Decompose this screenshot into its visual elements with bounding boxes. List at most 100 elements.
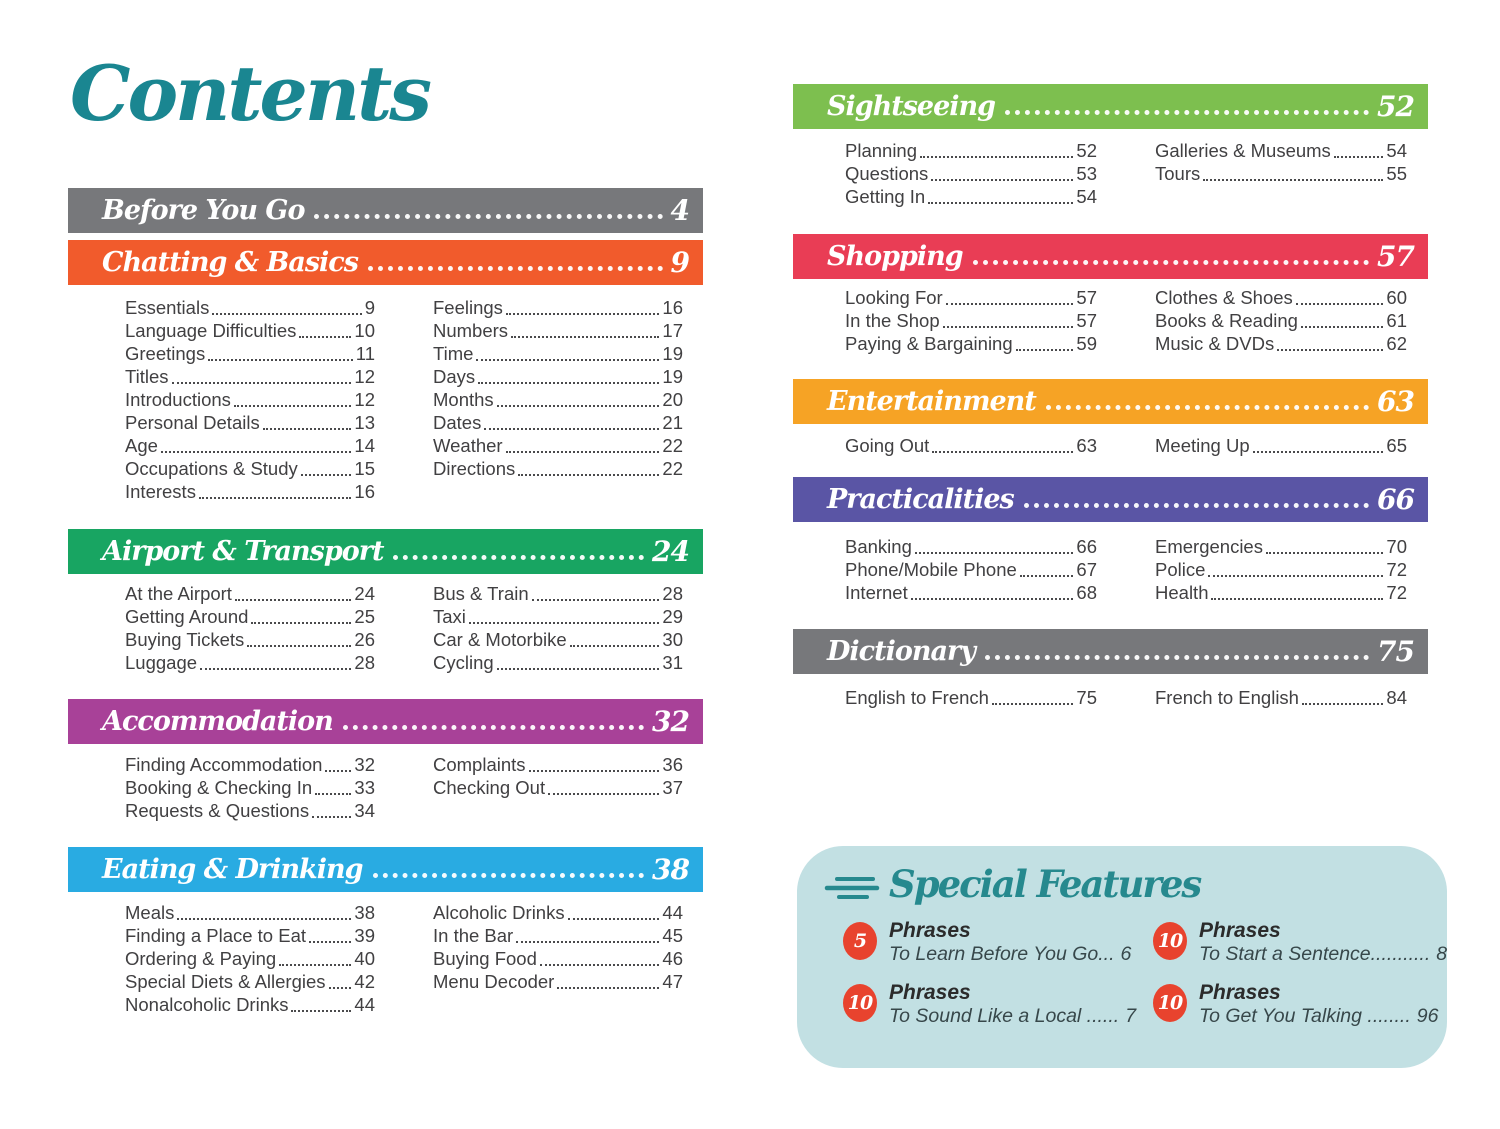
toc-entry-label: Age [125, 435, 158, 456]
toc-entry-label: Getting Around [125, 606, 249, 627]
toc-entry-label: Ordering & Paying [125, 948, 277, 969]
section-bar-leader [367, 266, 663, 271]
toc-entry: Special Diets & Allergies 42 [125, 970, 375, 993]
toc-entry-label: Menu Decoder [433, 971, 555, 992]
toc-entry-leader [1295, 303, 1384, 305]
feature-item: 10 Phrases To Sound Like a Local ...... 7 [843, 982, 1153, 1028]
toc-entry-page: 68 [1076, 582, 1097, 603]
toc-entry-leader [1208, 575, 1384, 577]
toc-entry-leader [212, 313, 362, 315]
toc-entry-page: 62 [1386, 333, 1407, 354]
toc-entry: Emergencies 70 [1155, 535, 1407, 558]
toc-entry-leader [251, 622, 352, 624]
entries-column-2: Meeting Up 65 [1155, 434, 1407, 457]
toc-entry-label: Directions [433, 458, 516, 479]
toc-entry-page: 31 [662, 652, 683, 673]
toc-entry: Booking & Checking In 33 [125, 776, 375, 799]
feature-count-badge: 10 [1153, 984, 1187, 1022]
toc-entry: Planning 52 [845, 139, 1097, 162]
toc-entry-page: 57 [1076, 287, 1097, 308]
toc-entry: Cycling 31 [433, 651, 683, 674]
section-bar-entertainment: Entertainment 63 [793, 379, 1428, 424]
toc-entry-page: 16 [354, 481, 375, 502]
feature-item: 5 Phrases To Learn Before You Go... 6 [843, 920, 1153, 966]
toc-entry-label: Requests & Questions [125, 800, 310, 821]
feature-text: Phrases To Get You Talking ........ 96 [1199, 982, 1438, 1028]
toc-entry-label: Police [1155, 559, 1206, 580]
section-bar-sightseeing: Sightseeing 52 [793, 84, 1428, 129]
toc-entry-label: Cycling [433, 652, 494, 673]
toc-entry-page: 47 [662, 971, 683, 992]
toc-entry-leader [496, 668, 660, 670]
toc-entry-leader [910, 598, 1074, 600]
toc-entry: Requests & Questions 34 [125, 799, 375, 822]
toc-entry-label: Clothes & Shoes [1155, 287, 1293, 308]
entries-column-2: Complaints 36 Checking Out 37 [433, 753, 683, 799]
toc-entry: Banking 66 [845, 535, 1097, 558]
toc-entry-label: Language Difficulties [125, 320, 297, 341]
toc-entry-page: 15 [354, 458, 375, 479]
toc-entry-page: 11 [355, 343, 375, 364]
toc-entry-leader [505, 451, 660, 453]
section-page: 32 [652, 705, 690, 738]
toc-entry-label: Greetings [125, 343, 206, 364]
toc-entry: Finding a Place to Eat 39 [125, 924, 375, 947]
toc-entry-leader [1265, 552, 1384, 554]
feature-text: Phrases To Sound Like a Local ...... 7 [889, 982, 1136, 1028]
toc-entry: Language Difficulties 10 [125, 319, 375, 342]
toc-entry: Feelings 16 [433, 296, 683, 319]
toc-entry-label: At the Airport [125, 583, 232, 604]
toc-entry-page: 63 [1076, 435, 1097, 456]
toc-entry-label: Questions [845, 163, 929, 184]
section-page: 9 [670, 246, 691, 279]
special-features-title: Special Features [889, 862, 1202, 906]
toc-entry: Complaints 36 [433, 753, 683, 776]
toc-entry-leader [234, 599, 352, 601]
toc-entry-label: Car & Motorbike [433, 629, 567, 650]
toc-entry-label: Getting In [845, 186, 926, 207]
toc-entry-leader [991, 703, 1074, 705]
toc-entry-label: Months [433, 389, 494, 410]
toc-entry: Questions 53 [845, 162, 1097, 185]
section-entries-eating-drinking: Meals 38 Finding a Place to Eat 39 Ordering … [125, 901, 683, 1016]
toc-entry-label: In the Shop [845, 310, 940, 331]
entries-column-1: Finding Accommodation 32 Booking & Checkin… [125, 753, 375, 822]
toc-entry-page: 12 [354, 366, 375, 387]
section-bar-leader [972, 260, 1370, 265]
toc-entry-label: Nonalcoholic Drinks [125, 994, 289, 1015]
toc-entry-label: Checking Out [433, 777, 546, 798]
toc-entry-leader [557, 987, 660, 989]
toc-entry: Music & DVDs 62 [1155, 332, 1407, 355]
section-title: Accommodation [102, 706, 334, 737]
toc-entry: Looking For 57 [845, 286, 1097, 309]
entries-column-1: English to French 75 [845, 686, 1097, 709]
toc-entry-label: Emergencies [1155, 536, 1263, 557]
toc-entry-page: 53 [1076, 163, 1097, 184]
feature-heading: Phrases [889, 981, 971, 1004]
toc-entry-leader [312, 816, 352, 818]
right-column: Special Features 5 Phrases To Learn Before… [793, 0, 1448, 1129]
toc-entry-page: 36 [662, 754, 683, 775]
toc-entry: Nonalcoholic Drinks 44 [125, 993, 375, 1016]
toc-entry-label: Health [1155, 582, 1209, 603]
toc-entry-page: 72 [1386, 582, 1407, 603]
toc-entry-leader [160, 451, 352, 453]
toc-entry-leader [511, 336, 660, 338]
toc-entry-label: French to English [1155, 687, 1299, 708]
toc-entry: Car & Motorbike 30 [433, 628, 683, 651]
toc-entry-leader [1301, 703, 1384, 705]
section-title: Practicalities [827, 484, 1015, 515]
toc-entry-leader [279, 964, 352, 966]
entries-column-1: Banking 66 Phone/Mobile Phone 67 Internet 68 [845, 535, 1097, 604]
entries-column-2: Clothes & Shoes 60 Books & Reading 61 Music … [1155, 286, 1407, 355]
toc-entry-label: Finding a Place to Eat [125, 925, 306, 946]
section-bar-leader [1005, 110, 1370, 115]
toc-entry-label: Phone/Mobile Phone [845, 559, 1017, 580]
toc-entry-page: 59 [1076, 333, 1097, 354]
special-features-box: Special Features 5 Phrases To Learn Before… [797, 846, 1447, 1068]
section-entries-chatting-basics: Essentials 9 Language Difficulties 10 Greeti… [125, 296, 683, 503]
section-bar-chatting-basics: Chatting & Basics 9 [68, 240, 703, 285]
toc-entry-leader [299, 336, 352, 338]
toc-entry-label: Days [433, 366, 476, 387]
